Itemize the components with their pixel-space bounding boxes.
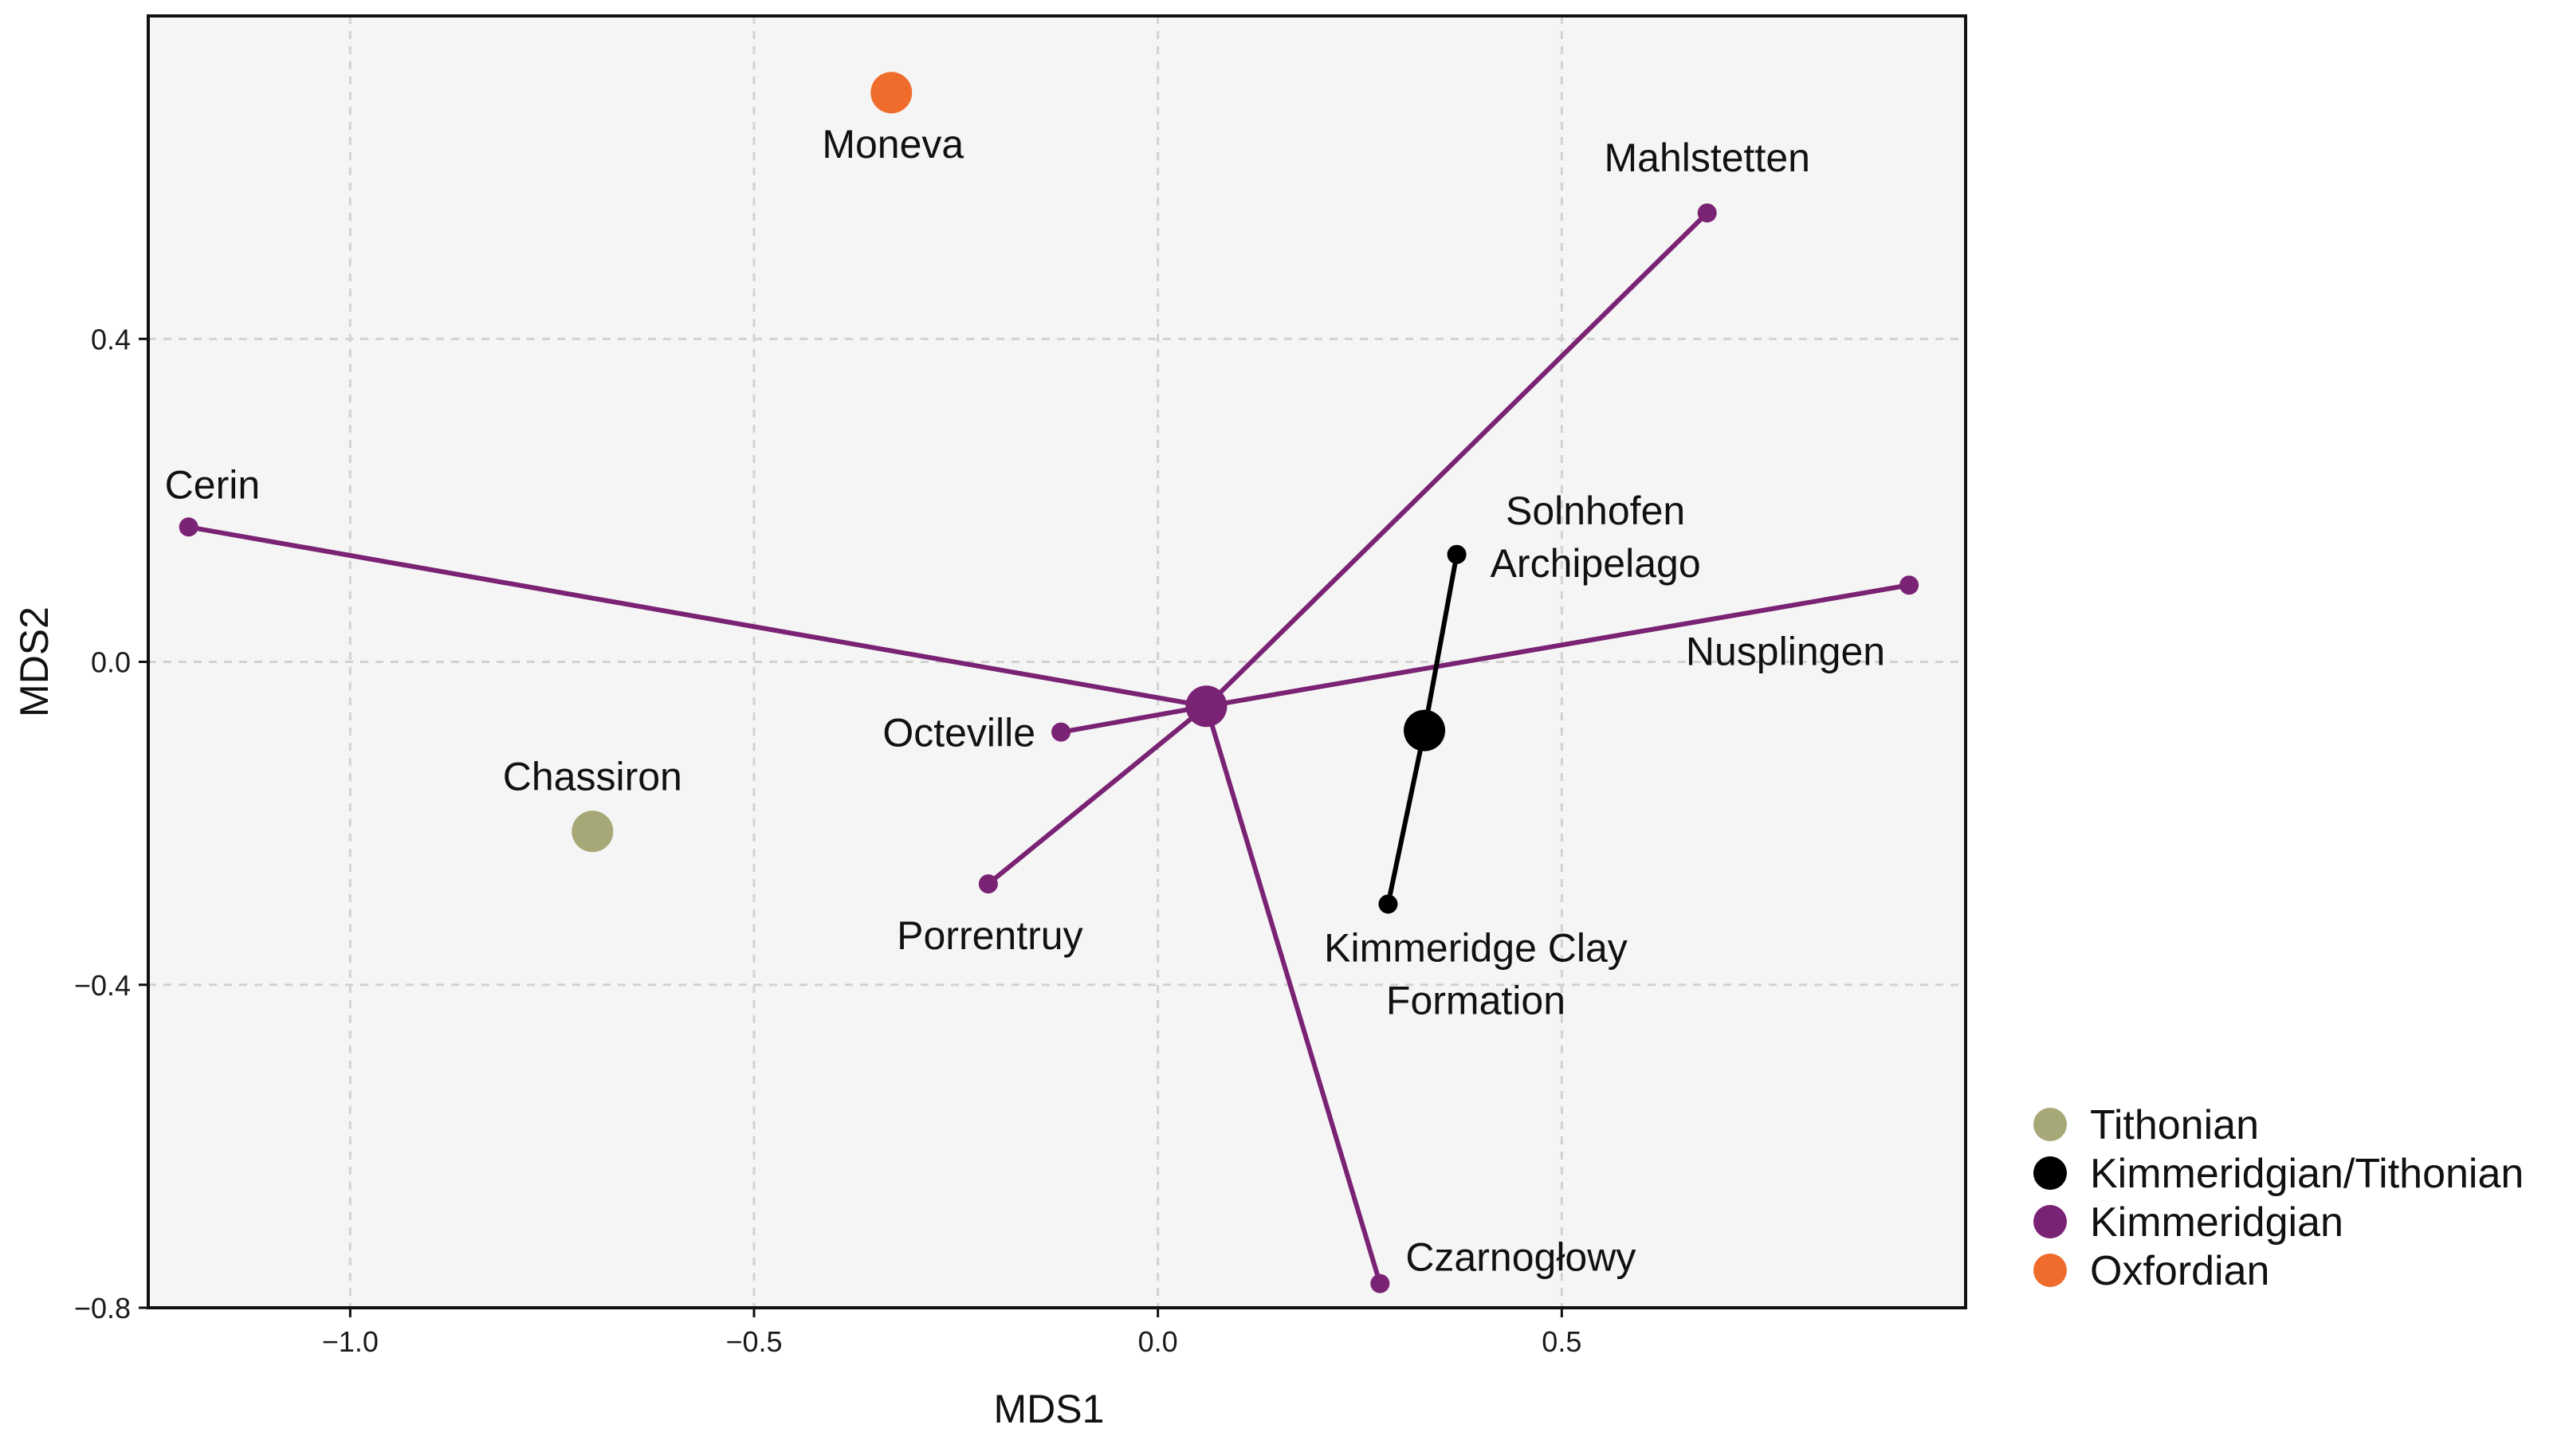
segment-line: [1204, 211, 1709, 708]
site-point: [1051, 722, 1071, 742]
site-point: [1447, 544, 1467, 564]
site-points: [179, 72, 1919, 1293]
legend-marker: [2033, 1205, 2067, 1238]
site-label: Moneva: [822, 122, 964, 167]
segment-line: [1060, 704, 1207, 735]
legend-label: Kimmeridgian: [2090, 1199, 2343, 1246]
site-label-line: Solnhofen: [1506, 489, 1685, 533]
segment-line: [1422, 554, 1459, 732]
legend-label: Tithonian: [2090, 1102, 2259, 1148]
legend-marker: [2033, 1254, 2067, 1287]
site-label: Kimmeridge Clay Formation: [1324, 925, 1628, 1022]
x-tick-label: −0.5: [725, 1325, 782, 1358]
centroid-marker: [1404, 709, 1446, 752]
site-point: [179, 517, 198, 537]
site-label: Octeville: [882, 711, 1035, 755]
x-axis-title: MDS1: [994, 1387, 1105, 1431]
site-label: Mahlstetten: [1604, 135, 1809, 180]
segment-line: [986, 704, 1208, 886]
legend-marker: [2033, 1156, 2067, 1190]
site-label: Chassiron: [503, 754, 682, 799]
segment-line: [1205, 583, 1910, 709]
y-tick-label: 0.4: [91, 323, 131, 355]
centroid-marker: [1185, 685, 1228, 728]
site-point: [1370, 1274, 1390, 1293]
group-segments: [188, 211, 1910, 1285]
legend-label: Oxfordian: [2090, 1248, 2269, 1294]
x-tick-label: 0.5: [1542, 1325, 1581, 1358]
site-label: Nusplingen: [1686, 629, 1885, 673]
y-axis-title: MDS2: [12, 606, 57, 717]
site-labels: Moneva Chassiron Cerin Mahlstetten Nusplinge…: [165, 122, 1885, 1279]
group-centroids: [1185, 685, 1446, 752]
site-label: Solnhofen Archipelago: [1491, 489, 1701, 586]
legend-marker: [2033, 1108, 2067, 1141]
segment-line: [1385, 730, 1428, 905]
legend: TithonianKimmeridgian/TithonianKimmeridg…: [2033, 1102, 2524, 1294]
site-point: [1697, 203, 1717, 223]
legend-label: Kimmeridgian/Tithonian: [2090, 1151, 2524, 1197]
site-point: [978, 874, 998, 894]
y-tick-label: −0.8: [74, 1292, 131, 1325]
site-label: Cerin: [165, 462, 260, 507]
segment-line: [188, 524, 1207, 709]
y-tick-label: −0.4: [74, 969, 131, 1002]
site-label-line: Formation: [1386, 978, 1565, 1022]
axis-ticks: −1.0 −0.5 0.0 0.5 −0.8 −0.4 0.0 0.4: [74, 323, 1581, 1358]
segment-line: [1204, 705, 1383, 1285]
site-label-line: Kimmeridge Clay: [1324, 925, 1628, 970]
y-tick-label: 0.0: [91, 646, 131, 679]
site-point: [870, 72, 913, 114]
site-point: [1378, 894, 1398, 914]
site-label: Czarnogłowy: [1405, 1235, 1636, 1280]
site-label: Porrentruy: [897, 913, 1082, 958]
x-tick-label: −1.0: [322, 1325, 379, 1358]
site-label-line: Archipelago: [1491, 541, 1701, 586]
x-tick-label: 0.0: [1138, 1325, 1178, 1358]
site-point: [1899, 575, 1919, 595]
site-point: [572, 810, 614, 853]
